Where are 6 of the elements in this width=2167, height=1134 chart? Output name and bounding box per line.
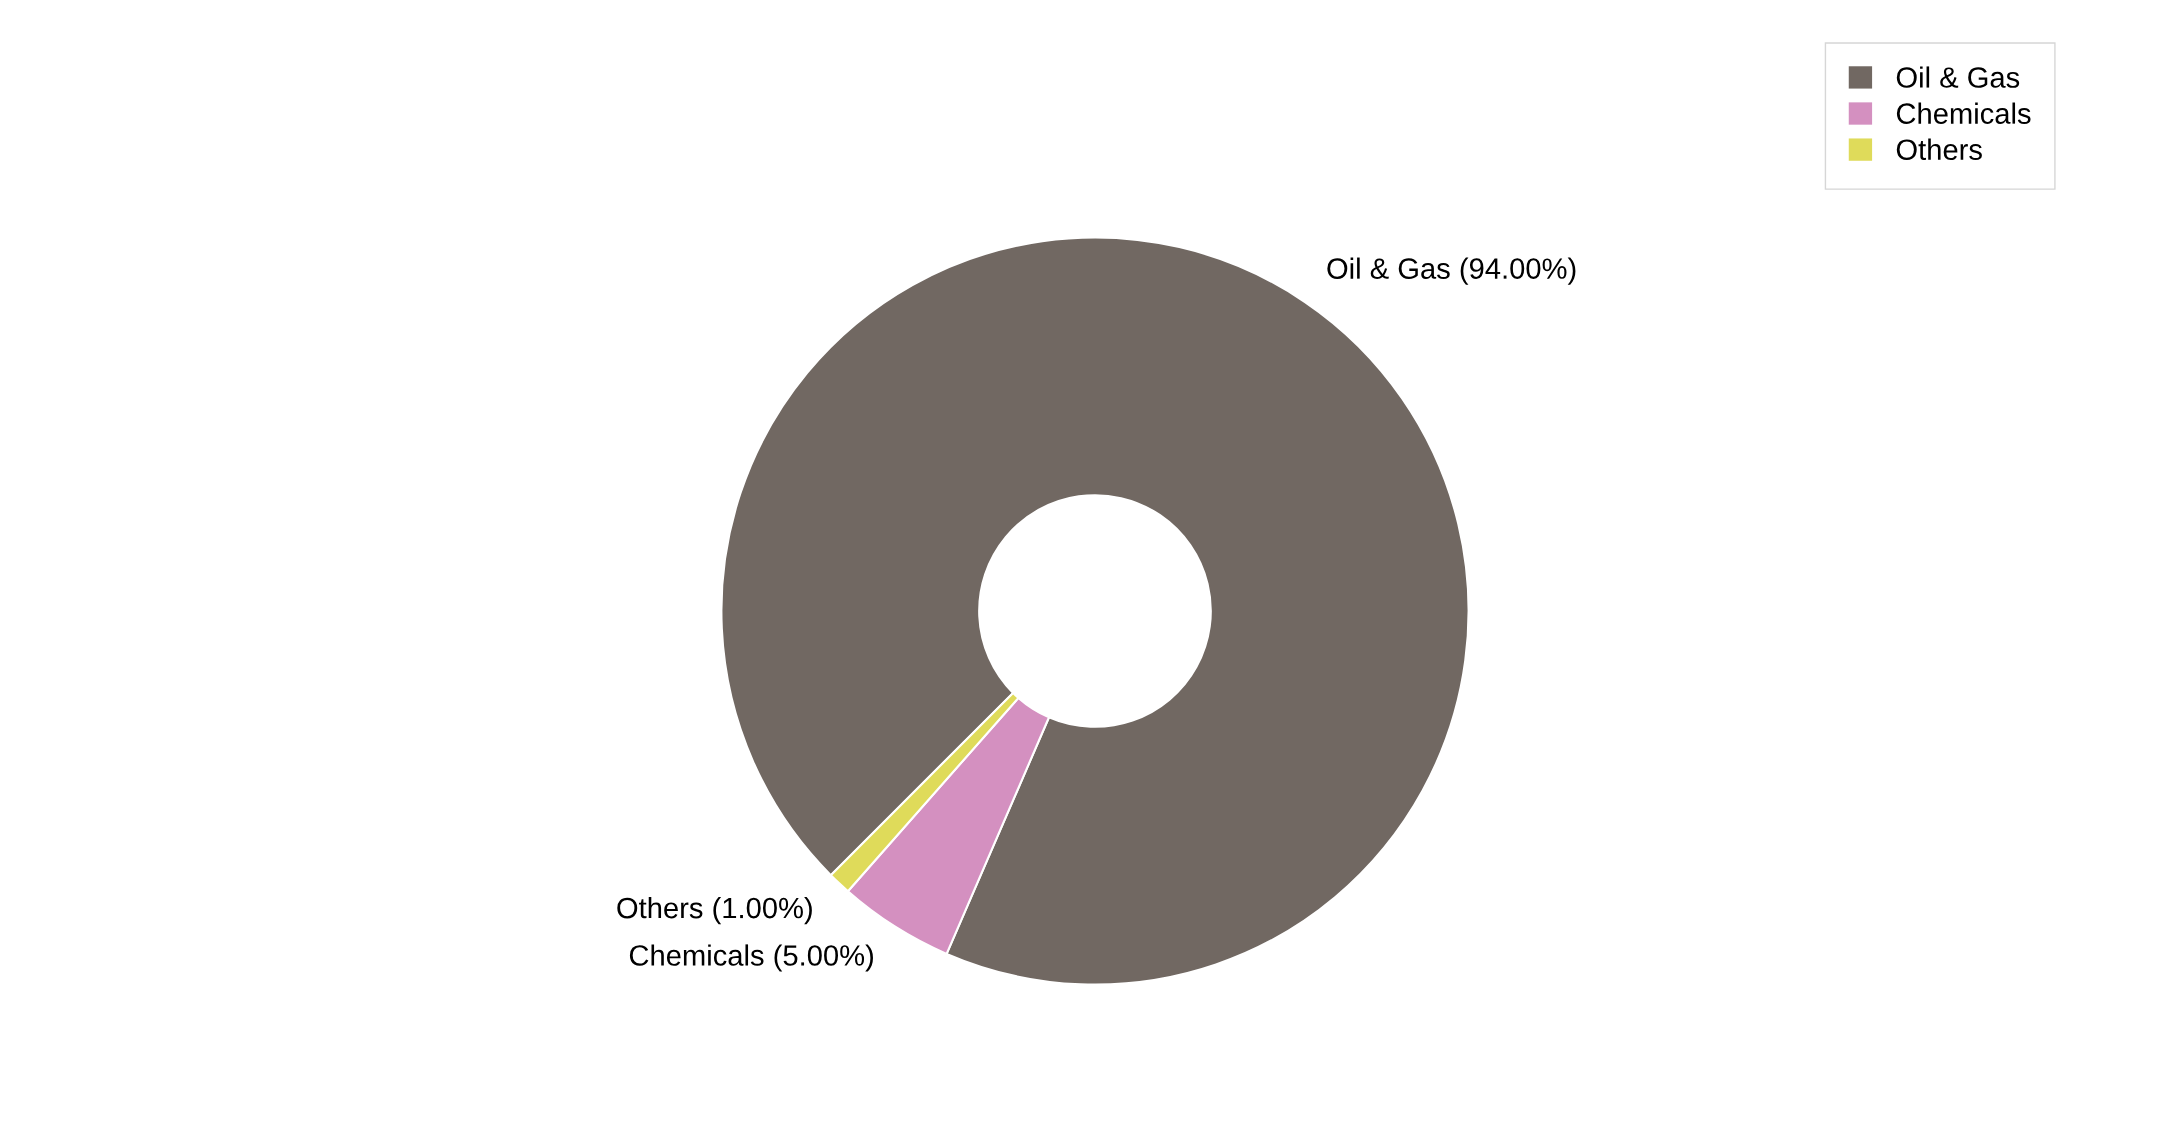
legend-label: Others	[1896, 138, 1982, 161]
legend-label: Oil & Gas	[1896, 66, 2020, 88]
legend-label: Chemicals	[1896, 102, 2031, 124]
data-label: Oil & Gas (94.00%)	[1327, 257, 1576, 285]
data-label: Chemicals (5.00%)	[629, 944, 873, 972]
data-label: Others (1.00%)	[617, 896, 812, 925]
